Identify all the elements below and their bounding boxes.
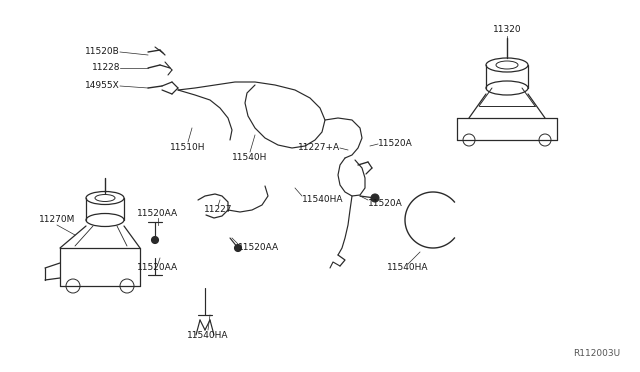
Text: 11540HA: 11540HA xyxy=(302,196,344,205)
Text: 11540HA: 11540HA xyxy=(188,330,228,340)
Text: R112003U: R112003U xyxy=(573,349,620,358)
Text: 11227: 11227 xyxy=(204,205,232,215)
Text: 11270M: 11270M xyxy=(39,215,75,224)
Text: 11228: 11228 xyxy=(92,64,120,73)
Text: 11520AA: 11520AA xyxy=(138,208,179,218)
Circle shape xyxy=(152,237,159,244)
Text: 11520A: 11520A xyxy=(378,140,413,148)
Text: 11227+A: 11227+A xyxy=(298,144,340,153)
Text: 11510H: 11510H xyxy=(170,144,205,153)
Text: 11540HA: 11540HA xyxy=(387,263,429,273)
Text: 11520B: 11520B xyxy=(85,48,120,57)
Circle shape xyxy=(234,244,241,251)
Text: 11320: 11320 xyxy=(493,26,522,35)
Text: 11520A: 11520A xyxy=(368,199,403,208)
Text: 11520AA: 11520AA xyxy=(238,244,279,253)
Text: 11540H: 11540H xyxy=(232,154,268,163)
Text: 14955X: 14955X xyxy=(85,81,120,90)
Circle shape xyxy=(371,194,379,202)
Text: 11520AA: 11520AA xyxy=(138,263,179,273)
